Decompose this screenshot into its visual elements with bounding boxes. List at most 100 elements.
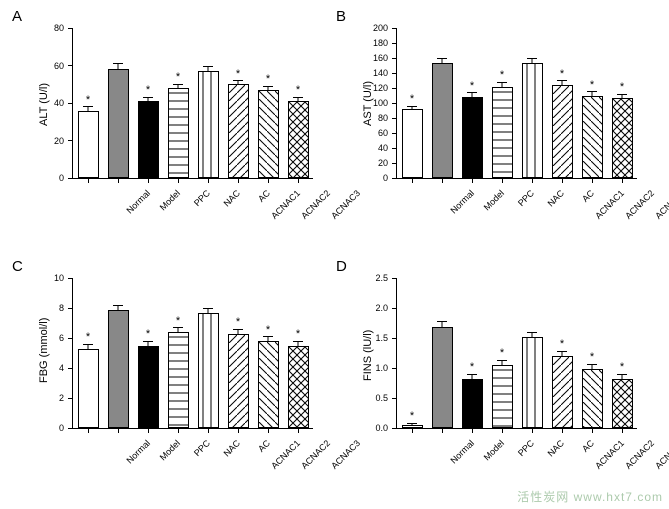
significance-marker: * [236,69,240,80]
error-cap [557,351,567,352]
significance-marker: * [410,94,414,105]
bar-rect [492,87,513,179]
error-bar [298,341,299,346]
error-cap [143,97,153,98]
bar-AC [522,63,543,179]
error-bar [238,81,239,85]
xtick [148,428,149,433]
error-bar [208,66,209,71]
xtick [268,428,269,433]
xtick [592,428,593,433]
xtick [622,178,623,183]
error-cap [527,58,537,59]
error-cap [233,329,243,330]
xtick [442,178,443,183]
error-cap [587,364,597,365]
significance-marker: * [266,325,270,336]
bar-rect [108,69,129,178]
error-bar [298,97,299,101]
bar-rect [138,346,159,429]
ytick [68,28,73,29]
xtick [412,178,413,183]
xtick [472,428,473,433]
panel-label-D: D [336,258,347,275]
ytick-label: 0 [38,423,64,433]
ytick [68,65,73,66]
error-bar [622,374,623,379]
xtick [238,428,239,433]
ytick [392,28,397,29]
ytick-label: 10 [38,273,64,283]
ytick [68,338,73,339]
ytick-label: 40 [362,143,388,153]
xtick [442,428,443,433]
xtick [268,178,269,183]
plot-area-B: ****** [396,28,637,179]
error-cap [467,374,477,375]
error-cap [293,341,303,342]
ytick [68,140,73,141]
xtick [562,428,563,433]
significance-marker: * [620,362,624,373]
bar-rect [462,379,483,428]
error-bar [118,64,119,70]
ytick [68,398,73,399]
ytick-label: 40 [38,98,64,108]
xtick [178,178,179,183]
bar-rect [462,97,483,178]
bar-ACNAC3: * [288,346,309,429]
error-bar [592,364,593,369]
bar-AC [522,337,543,428]
error-cap [617,374,627,375]
bar-rect [168,332,189,428]
xtick [472,178,473,183]
error-bar [178,84,179,88]
error-cap [263,336,273,337]
error-bar [532,58,533,63]
watermark-text: 活性炭网 www.hxt7.com [517,488,663,505]
error-bar [442,321,443,327]
error-cap [617,94,627,95]
bar-Model [108,69,129,178]
error-bar [622,94,623,98]
error-cap [557,80,567,81]
ytick-label: 0.5 [362,393,388,403]
ytick-label: 80 [362,113,388,123]
significance-marker: * [590,80,594,91]
bar-rect [228,334,249,429]
ytick-label: 120 [362,83,388,93]
significance-marker: * [146,85,150,96]
ytick-label: 100 [362,98,388,108]
error-cap [407,423,417,424]
ytick-label: 2.5 [362,273,388,283]
bar-PPC: * [462,379,483,428]
bar-ACNAC1: * [552,356,573,428]
bar-rect [432,63,453,178]
bar-PPC: * [138,101,159,178]
xtick [502,428,503,433]
bar-ACNAC1: * [552,85,573,178]
error-bar [472,374,473,379]
bar-NAC: * [492,365,513,428]
panel-C: C******FBG (mmol/l)0246810NormalModelPPC… [24,258,324,488]
significance-marker: * [176,316,180,327]
error-cap [143,341,153,342]
bar-rect [138,101,159,178]
ytick [392,398,397,399]
significance-marker: * [560,339,564,350]
plot-area-D: ****** [396,278,637,429]
ytick [392,428,397,429]
xtick [298,178,299,183]
ytick-label: 2 [38,393,64,403]
error-bar [592,92,593,96]
error-cap [437,58,447,59]
error-bar [268,337,269,342]
bar-Normal: * [78,111,99,179]
ytick-label: 20 [362,158,388,168]
ytick [392,368,397,369]
ytick-label: 1.0 [362,363,388,373]
ytick-label: 20 [38,136,64,146]
significance-marker: * [500,70,504,81]
bar-rect [522,337,543,428]
bar-ACNAC3: * [288,101,309,178]
